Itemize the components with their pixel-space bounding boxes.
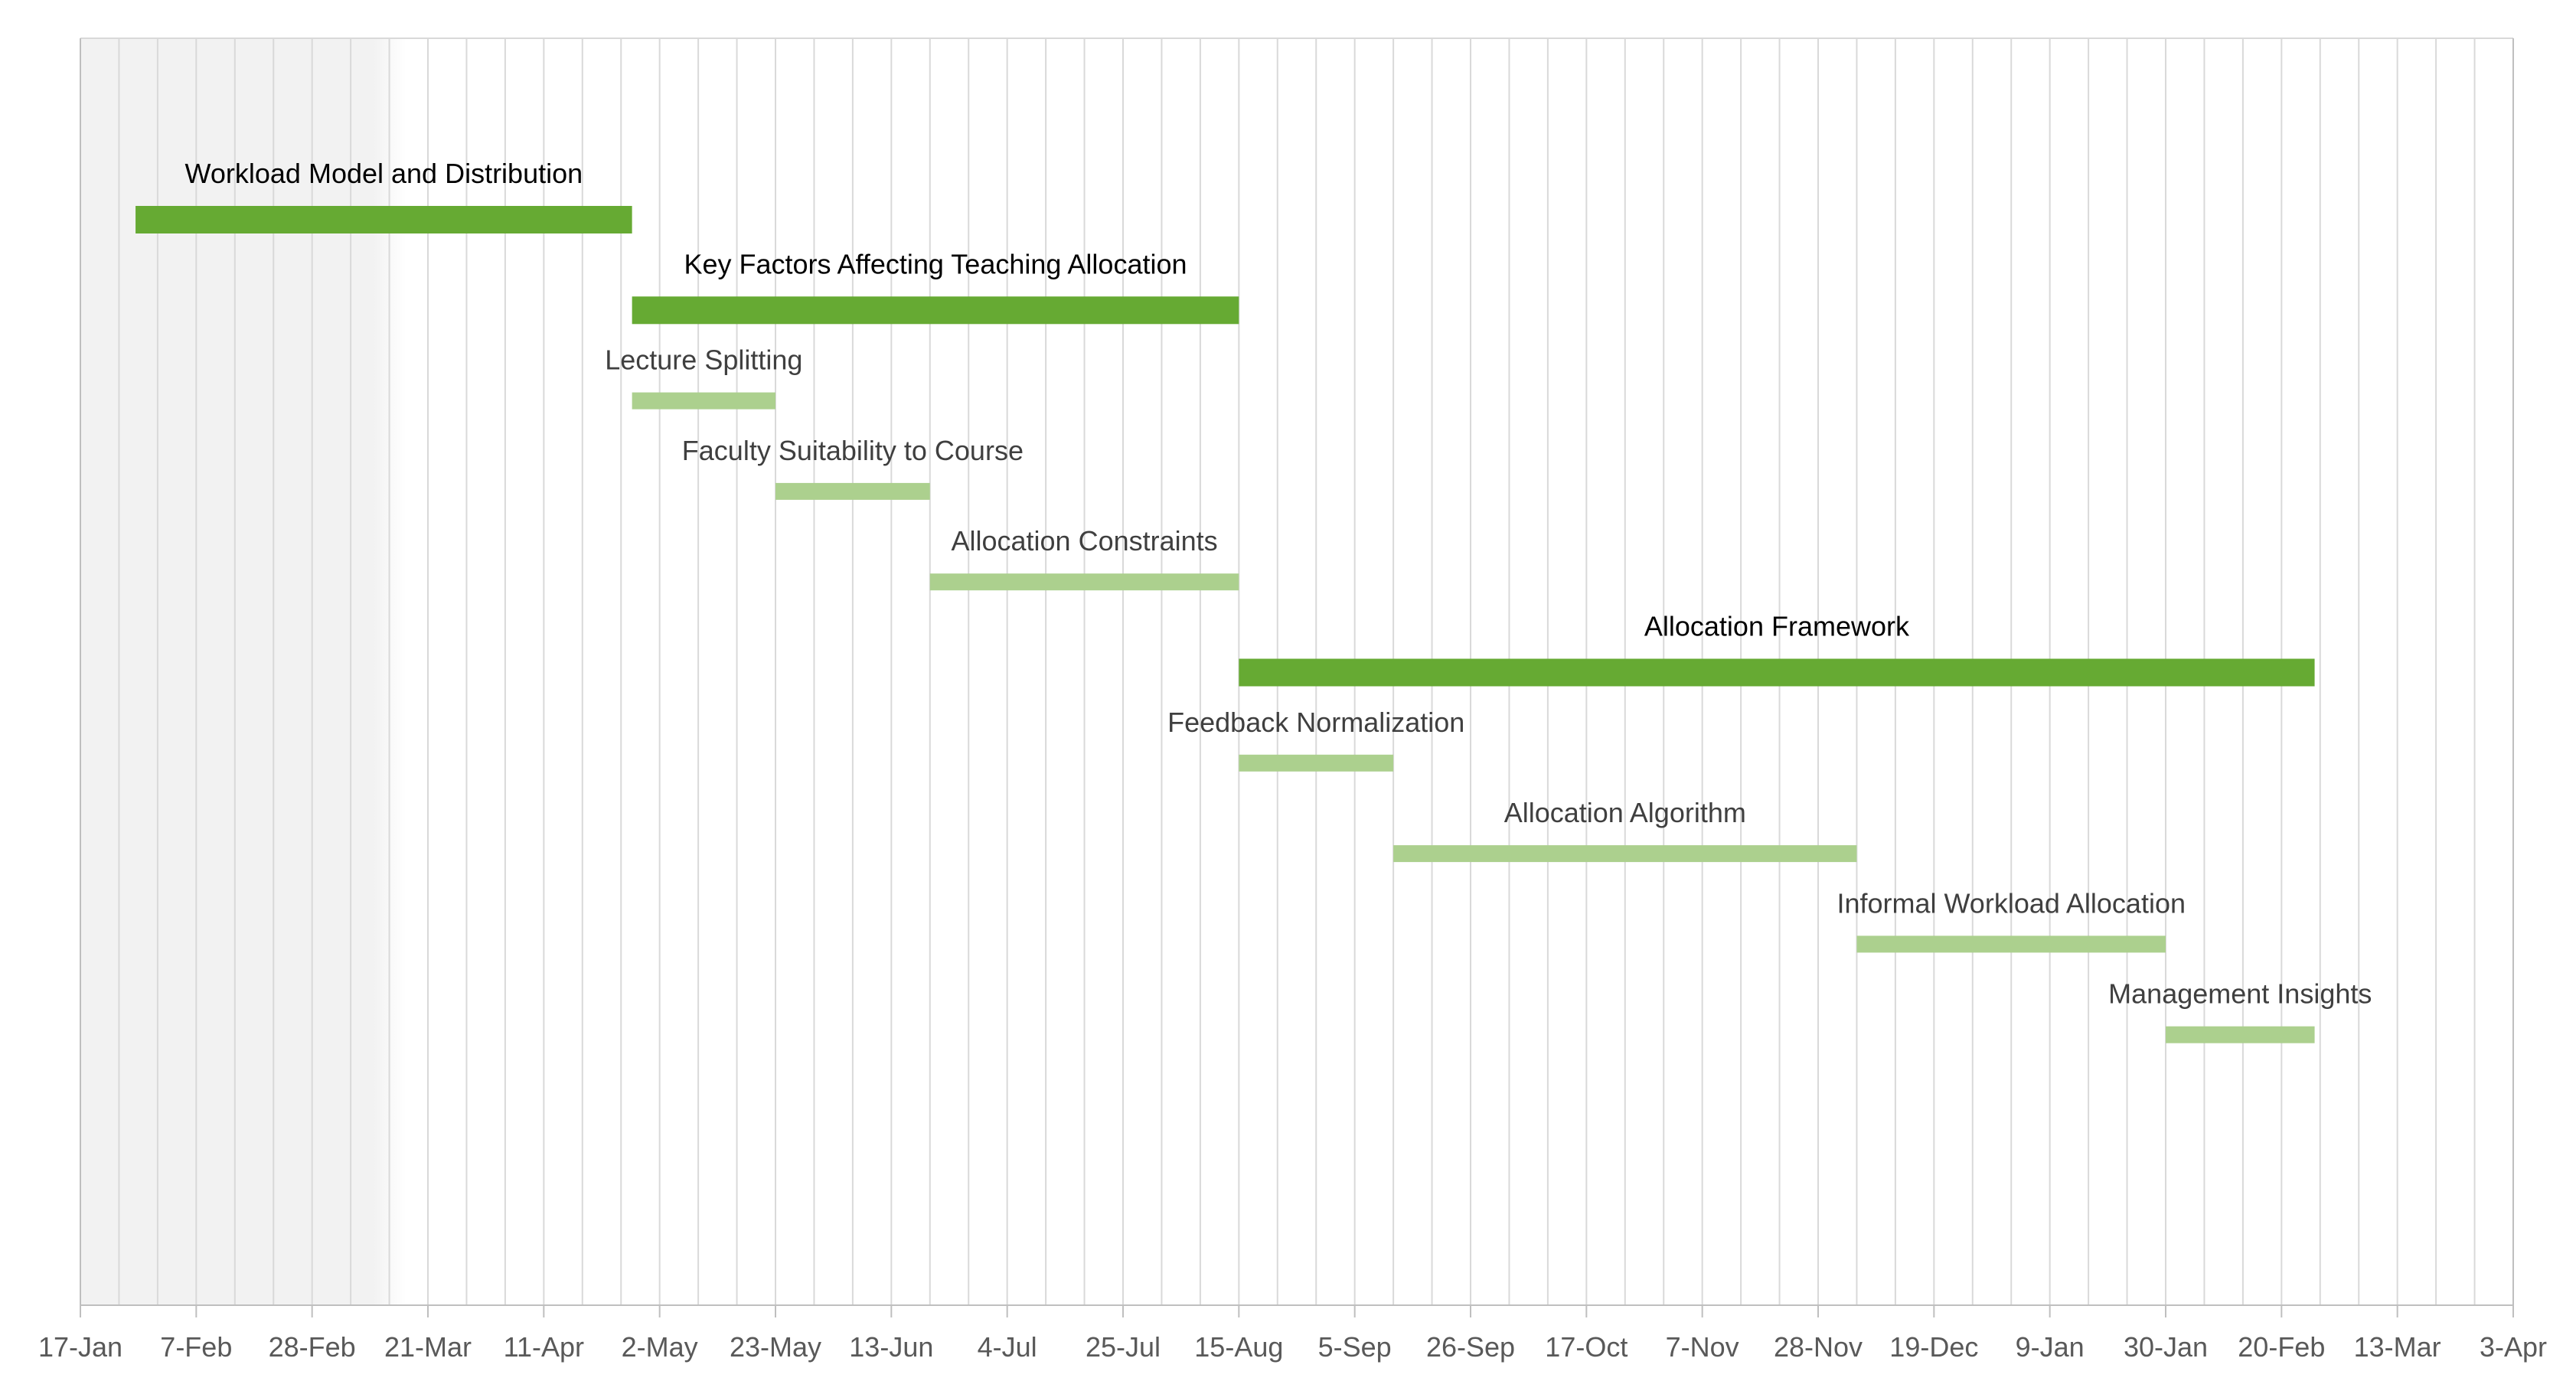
x-tick-label: 19-Dec — [1889, 1331, 1978, 1363]
x-tick-label: 11-Apr — [504, 1331, 584, 1363]
task-bar — [632, 392, 775, 410]
x-tick-label: 20-Feb — [2238, 1331, 2325, 1363]
task-label: Allocation Algorithm — [1504, 797, 1746, 828]
x-tick-label: 2-May — [622, 1331, 698, 1363]
x-tick-label: 26-Sep — [1426, 1331, 1515, 1363]
task-labels: Workload Model and Distribution Key Facto… — [185, 158, 2372, 1010]
phase-label: Key Factors Affecting Teaching Allocatio… — [684, 248, 1187, 279]
x-tick-label: 7-Nov — [1666, 1331, 1739, 1363]
grid-lines — [118, 38, 2476, 1305]
x-tick-label: 28-Feb — [269, 1331, 356, 1363]
task-bar — [775, 482, 930, 500]
shaded-period — [80, 38, 406, 1305]
phase-bar — [632, 296, 1239, 325]
task-label: Lecture Splitting — [605, 344, 802, 376]
shaded-period-rect — [80, 38, 406, 1305]
phase-label: Allocation Framework — [1644, 611, 1910, 642]
x-tick-label: 15-Aug — [1194, 1331, 1283, 1363]
x-tick-label: 17-Oct — [1545, 1331, 1628, 1363]
task-label: Faculty Suitability to Course — [682, 435, 1024, 466]
x-tick-label: 21-Mar — [384, 1331, 472, 1363]
phase-bar — [1239, 658, 2315, 687]
x-tick-label: 28-Nov — [1774, 1331, 1863, 1363]
task-label: Allocation Constraints — [951, 525, 1217, 557]
x-tick-label: 13-Mar — [2354, 1331, 2441, 1363]
task-label: Feedback Normalization — [1167, 707, 1464, 738]
task-label: Management Insights — [2108, 978, 2372, 1010]
x-tick-label: 3-Apr — [2480, 1331, 2547, 1363]
task-bar — [1239, 754, 1394, 772]
x-tick-label: 25-Jul — [1086, 1331, 1161, 1363]
x-tick-label: 7-Feb — [160, 1331, 232, 1363]
task-label: Informal Workload Allocation — [1837, 887, 2186, 919]
x-axis: 17-Jan 7-Feb 28-Feb 21-Mar 11-Apr 2-May 23-May… — [38, 38, 2547, 1363]
task-bar — [2166, 1026, 2315, 1043]
task-bar — [929, 573, 1239, 591]
x-tick-label: 9-Jan — [2016, 1331, 2085, 1363]
phase-label: Workload Model and Distribution — [185, 158, 583, 189]
task-bar — [1856, 935, 2166, 953]
phase-bar — [135, 206, 632, 233]
task-bars — [135, 206, 2315, 1043]
x-tick-label: 23-May — [730, 1331, 821, 1363]
x-tick-label: 4-Jul — [978, 1331, 1037, 1363]
x-tick-label: 5-Sep — [1318, 1331, 1392, 1363]
x-tick-label: 13-Jun — [849, 1331, 933, 1363]
x-tick-label: 17-Jan — [38, 1331, 122, 1363]
task-bar — [1393, 845, 1857, 863]
x-tick-label: 30-Jan — [2124, 1331, 2208, 1363]
